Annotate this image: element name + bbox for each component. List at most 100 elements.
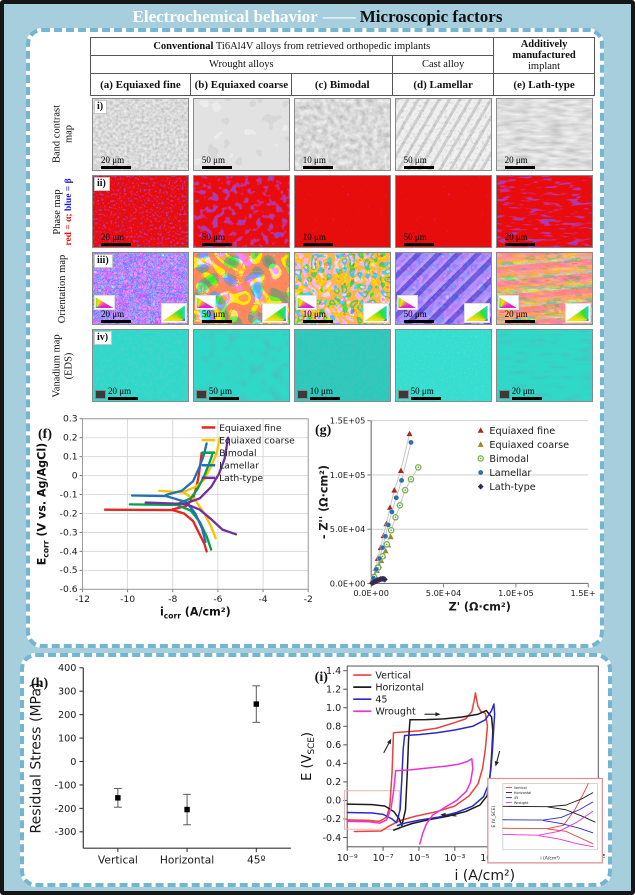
svg-text:Horizontal: Horizontal [375, 683, 424, 694]
scale-bar: 20 μm [504, 233, 535, 246]
title-left: Electrochemical behavior [132, 7, 318, 26]
eds-map-icon [498, 390, 510, 399]
phase-map-d: 50 μm [394, 175, 492, 248]
header-wrought: Wrought alloys [89, 55, 394, 74]
nyquist-plot: 0.0E+00 5.0E+04 1.0E+05 1.5E+05 0.0E+00 5.0E+… [318, 416, 596, 614]
phase-map-c: 10 μm [293, 175, 391, 248]
svg-text:i (A/cm²): i (A/cm²) [540, 855, 560, 861]
micrograph-table: Conventional Ti6Al4V alloys from retriev… [36, 37, 595, 404]
scale-bar: 20 μm [504, 310, 535, 323]
svg-text:1.5E+05: 1.5E+05 [570, 588, 596, 598]
ipf-triangle-icon [362, 303, 389, 323]
svg-text:Lamellar: Lamellar [489, 468, 531, 479]
vanadium-map-a: iv) 20 μm [92, 329, 189, 402]
phase-map-e: 20 μm [495, 175, 593, 248]
chart-polarization: (f) -12 -10 -8 -6 -4 -2 0.3 0.2 0.1 0 -0.1 -0.2 -0.3… [34, 411, 315, 642]
svg-text:0.6: 0.6 [326, 740, 341, 751]
row-tag: i) [94, 100, 108, 114]
column-header-b: (b) Equiaxed coarse [190, 73, 293, 96]
band-contrast-d: 50 μm [394, 98, 492, 171]
scale-bar: 50 μm [201, 310, 232, 323]
ipf-triangle-icon [160, 303, 187, 323]
svg-text:-6: -6 [213, 594, 222, 605]
svg-text:0.0E+00: 0.0E+00 [330, 578, 366, 588]
svg-text:0.3: 0.3 [63, 414, 78, 425]
panel-label-f: (f) [38, 427, 52, 442]
svg-text:-0.4: -0.4 [322, 833, 341, 844]
svg-text:-0.1: -0.1 [60, 489, 78, 500]
micrograph-image [193, 176, 289, 247]
chart-cyclic-polarization: (i) 10⁻⁹10⁻⁷10⁻⁵10⁻³10⁻¹10¹10³10⁵1.41.21… [299, 660, 605, 884]
band-contrast-b: 50 μm [192, 98, 290, 171]
scale-bar: 50 μm [208, 387, 239, 400]
svg-text:0.8: 0.8 [326, 722, 341, 733]
ipf-triangle-icon [194, 295, 216, 310]
scale-bar: 50 μm [403, 233, 434, 246]
column-header-d: (d) Lamellar [392, 73, 495, 96]
svg-text:E (VSCE): E (VSCE) [300, 732, 317, 781]
svg-text:0.1: 0.1 [63, 452, 78, 463]
svg-text:0.4: 0.4 [326, 759, 341, 770]
svg-text:Lath-type: Lath-type [219, 473, 263, 484]
svg-text:1.0E+05: 1.0E+05 [330, 470, 366, 480]
row-tag: ii) [94, 177, 110, 191]
title-dash: —— [322, 7, 356, 26]
scale-bar: 10 μm [302, 233, 333, 246]
micrograph-image [395, 99, 491, 170]
svg-text:-10: -10 [120, 594, 135, 605]
scale-bar: 50 μm [201, 156, 232, 169]
svg-text:0.0E+00: 0.0E+00 [353, 588, 389, 598]
svg-text:Bimodal: Bimodal [219, 448, 256, 459]
svg-text:1.5E+05: 1.5E+05 [330, 416, 366, 426]
vanadium-map-b: 50 μm [192, 329, 290, 402]
svg-text:-100: -100 [54, 780, 76, 791]
orientation-map-c: 10 μm [293, 252, 391, 325]
svg-text:Bimodal: Bimodal [489, 454, 528, 465]
header-additive: Additively manufactured implant [493, 37, 595, 74]
svg-text:-12: -12 [75, 594, 90, 605]
scale-bar: 20 μm [504, 156, 535, 169]
figure-title: Electrochemical behavior —— Microscopic fa… [4, 7, 631, 27]
svg-text:-0.6: -0.6 [60, 584, 78, 595]
scale-bar: 10 μm [302, 310, 333, 323]
svg-text:Z' (Ω·cm²): Z' (Ω·cm²) [449, 601, 511, 614]
svg-text:-0.4: -0.4 [60, 546, 78, 557]
micrograph-image [294, 99, 390, 170]
svg-text:200: 200 [58, 710, 76, 721]
orientation-map-e: 20 μm [495, 252, 593, 325]
scale-bar: 50 μm [403, 156, 434, 169]
svg-text:Horizontal: Horizontal [514, 791, 531, 795]
micrograph-table-wrap: Conventional Ti6Al4V alloys from retriev… [36, 37, 595, 409]
scale-bar: 20 μm [101, 310, 131, 323]
phase-map-b: 50 μm [192, 175, 290, 248]
panel-stress-cyclic: (h) 400 300 200 100 0 -100 -200 -300 Vertical Hor… [20, 653, 612, 887]
svg-text:Vertical: Vertical [98, 854, 138, 867]
svg-text:Equiaxed coarse: Equiaxed coarse [489, 440, 569, 451]
orientation-map-d: 50 μm [394, 252, 492, 325]
scale-bar: 20 μm [511, 387, 542, 400]
ipf-triangle-icon [564, 303, 591, 323]
row-label-vanadium-map: Vanadium map (EDS) [51, 333, 74, 398]
svg-text:1.0E+05: 1.0E+05 [498, 588, 534, 598]
svg-text:Wrought: Wrought [375, 707, 416, 718]
svg-text:0.2: 0.2 [326, 777, 341, 788]
svg-text:E (V_SCE): E (V_SCE) [491, 805, 497, 827]
svg-text:1.4: 1.4 [326, 666, 341, 677]
svg-text:-300: -300 [54, 827, 76, 838]
svg-text:Ecorr (V vs. Ag/AgCl): Ecorr (V vs. Ag/AgCl) [36, 443, 51, 565]
svg-text:-0.5: -0.5 [60, 565, 78, 576]
micrograph-image [193, 330, 289, 401]
svg-text:-0.3: -0.3 [60, 527, 78, 538]
svg-text:Lath-type: Lath-type [489, 482, 535, 493]
svg-text:0: 0 [70, 757, 76, 768]
svg-text:Horizontal: Horizontal [160, 854, 214, 867]
vanadium-map-e: 20 μm [495, 329, 593, 402]
panel-label-i: (i) [314, 670, 328, 685]
svg-text:Equiaxed fine: Equiaxed fine [219, 423, 282, 434]
svg-text:10⁻³: 10⁻³ [444, 853, 465, 864]
scale-bar: 10 μm [309, 387, 340, 400]
svg-text:i (A/cm²): i (A/cm²) [454, 868, 515, 884]
svg-text:400: 400 [58, 663, 76, 674]
scale-bar: 50 μm [410, 387, 441, 400]
